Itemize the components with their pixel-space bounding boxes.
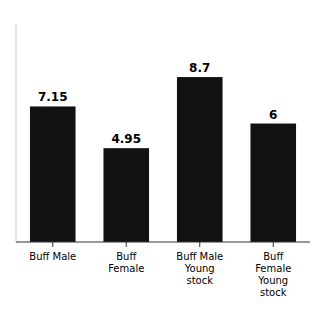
x-tick-label: Buff MaleYoungstock [176, 251, 223, 286]
x-axis: Buff Male BuffFemale Buff MaleYoungstock Bu… [16, 242, 310, 298]
x-tick [126, 242, 127, 247]
data-label: 7.15 [38, 90, 68, 104]
x-tick [199, 242, 200, 247]
data-label: 8.7 [189, 61, 210, 75]
x-tick-label: BuffFemaleYoungstock [255, 251, 291, 298]
data-label: 4.95 [111, 132, 141, 146]
x-tick-label: BuffFemale [108, 251, 144, 274]
data-labels: 7.15 4.95 8.7 6 [38, 61, 277, 146]
x-axis-line [16, 241, 310, 242]
bar [250, 124, 296, 242]
bars [30, 77, 296, 242]
bar [177, 77, 223, 242]
x-tick [273, 242, 274, 247]
bar [30, 106, 76, 242]
x-tick [52, 242, 53, 247]
y-axis-line [16, 24, 17, 242]
chart-container: 7.154.958.76Buff MaleBuffFemaleBuff Male… [0, 0, 320, 320]
chart: 7.154.958.76Buff MaleBuffFemaleBuff Male… [0, 0, 320, 320]
data-label: 6 [269, 108, 277, 122]
bar [103, 148, 149, 242]
x-tick-label: Buff Male [29, 251, 76, 262]
